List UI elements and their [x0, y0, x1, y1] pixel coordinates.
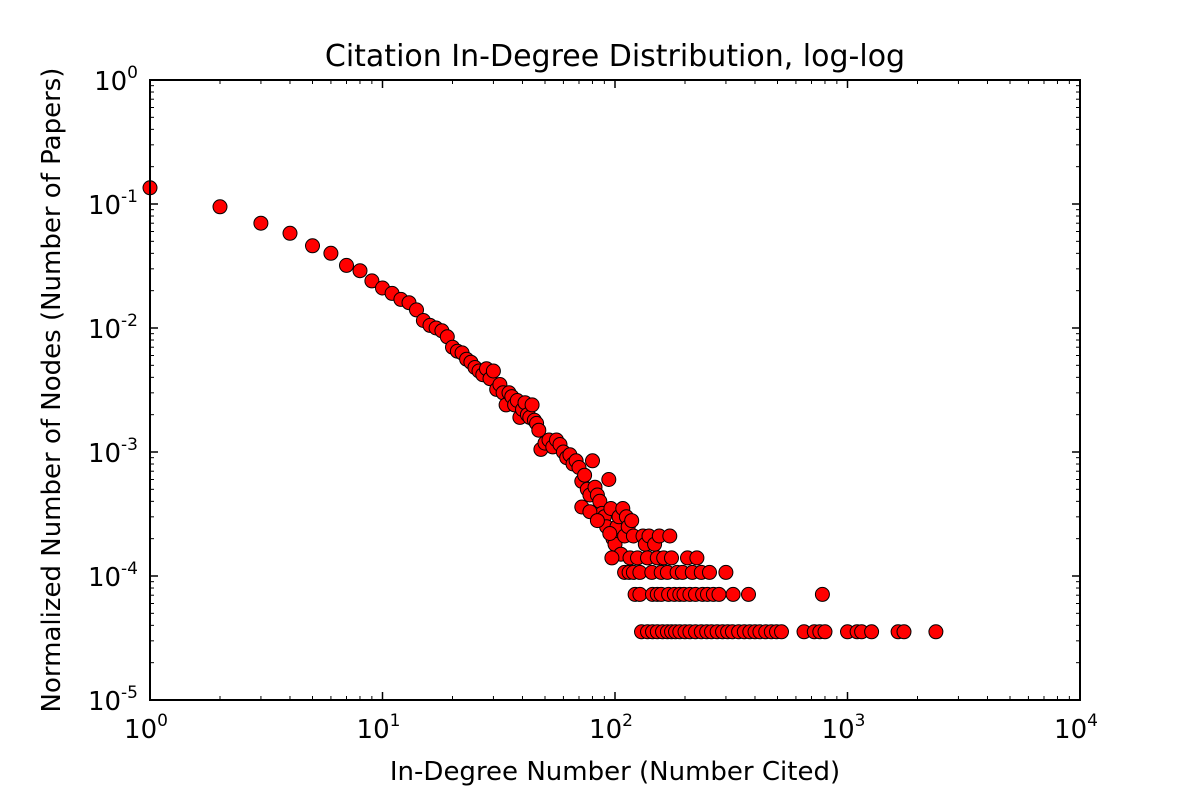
data-point: [632, 586, 648, 602]
data-point: [725, 586, 741, 602]
data-point: [577, 467, 593, 483]
x-tick-label: 103: [822, 711, 866, 745]
data-point: [601, 472, 617, 487]
y-tick-label: 100: [94, 63, 138, 97]
data-point: [524, 397, 540, 413]
data-point: [689, 550, 705, 566]
data-point: [864, 624, 880, 640]
data-point: [364, 273, 380, 289]
data-point: [323, 245, 339, 261]
data-point: [531, 422, 547, 438]
data-point: [814, 586, 830, 602]
data-point: [664, 550, 679, 566]
data-point: [602, 526, 618, 541]
data-point: [253, 215, 269, 231]
data-point: [718, 564, 734, 580]
data-point: [624, 513, 640, 529]
x-tick-label: 101: [357, 711, 401, 745]
data-point: [711, 586, 727, 602]
x-axis-ticks: 100 101 102 103 104: [124, 80, 1098, 745]
data-point: [896, 624, 912, 640]
x-tick-label: 100: [124, 711, 168, 745]
data-point: [409, 302, 424, 318]
data-point: [305, 238, 320, 254]
x-axis-label: In-Degree Number (Number Cited): [390, 757, 840, 787]
data-point: [585, 453, 600, 469]
x-tick-label: 104: [1054, 711, 1098, 745]
data-point: [212, 199, 228, 215]
data-point: [774, 624, 789, 640]
x-tick-label: 102: [589, 711, 633, 745]
data-point: [662, 528, 678, 544]
y-tick-label: 10-2: [88, 311, 138, 345]
data-point: [741, 586, 756, 602]
data-points: [142, 180, 944, 640]
data-point: [485, 363, 501, 379]
y-tick-label: 10-4: [88, 559, 138, 593]
data-point: [589, 513, 605, 529]
y-axis-label: Normalized Number of Nodes (Number of Pa…: [37, 68, 67, 713]
data-point: [817, 624, 833, 640]
data-point: [702, 564, 717, 580]
data-point: [352, 263, 368, 279]
data-point: [339, 257, 354, 273]
data-point: [928, 624, 944, 640]
y-tick-label: 10-5: [88, 683, 138, 717]
y-tick-label: 10-3: [88, 435, 138, 469]
chart-title: Citation In-Degree Distribution, log-log: [325, 39, 905, 74]
y-axis-ticks: 100 10-1 10-2 10-3 10-4 10-5: [88, 63, 1080, 717]
y-tick-label: 10-1: [88, 187, 138, 221]
data-point: [604, 550, 620, 566]
data-point: [282, 225, 298, 241]
